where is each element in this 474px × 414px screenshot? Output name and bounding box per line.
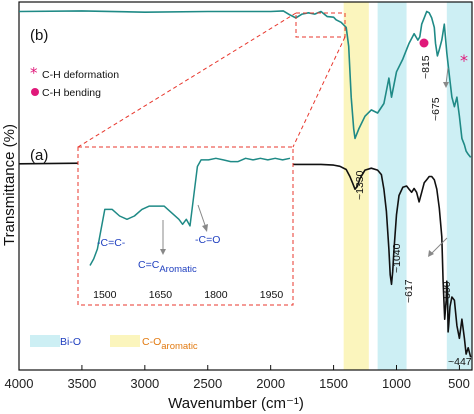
inset-tick-label: 1800 — [204, 289, 228, 301]
x-tick-label: 500 — [448, 376, 470, 391]
x-tick-label: 2000 — [256, 376, 285, 391]
x-tick-label: 3500 — [67, 376, 96, 391]
inset-ann-co: -C=O — [195, 234, 220, 246]
band-1 — [446, 2, 472, 370]
legend-co-label: C-Oaromatic — [142, 336, 198, 352]
inset-tick-label: 1650 — [149, 289, 173, 301]
inset-panel: 1500 1650 1800 1950 -C=C- C=CAromatic -C=O — [77, 146, 294, 306]
band-legend: Bi-O C-Oaromatic — [30, 335, 198, 352]
inset-ann-aromatic-sub: Aromatic — [159, 264, 197, 275]
peak-label-447: ~447 — [448, 356, 472, 368]
panel-label-a: (a) — [30, 147, 48, 164]
x-tick-label: 3000 — [130, 376, 159, 391]
zoom-source-box — [295, 12, 346, 38]
marker-legend: * C-H deformation C-H bending — [30, 64, 119, 99]
arrow-675 — [445, 67, 449, 85]
x-tick-label: 1500 — [319, 376, 348, 391]
arrow-617 — [431, 237, 448, 254]
x-tick-group: 4000 3500 3000 2500 2000 1500 1000 500 — [5, 365, 470, 391]
inset-arrow-co — [197, 204, 207, 229]
x-axis-title: Wavenumber (cm⁻¹) — [168, 395, 304, 412]
legend-bio-label: Bi-O — [60, 336, 81, 348]
band-2 — [343, 2, 369, 370]
panel-label-b: (b) — [30, 27, 48, 44]
inset-ann-aromatic-main: C=C — [138, 259, 160, 271]
inset-arrow-co-head — [202, 224, 208, 232]
peak-label-1330: ~1330 — [354, 170, 366, 200]
ch-bending-marker — [419, 38, 429, 48]
band-group — [343, 2, 472, 370]
inset-ann-cc: -C=C- — [97, 237, 126, 249]
legend-bio-swatch — [30, 335, 60, 347]
y-axis-title: Transmittance (%) — [1, 124, 18, 246]
legend-star-label: C-H deformation — [42, 69, 119, 81]
peak-label-590: ~590 — [441, 281, 453, 305]
x-tick-label: 4000 — [5, 376, 34, 391]
peak-label-617: ~617 — [403, 279, 415, 303]
inset-ann-aromatic: C=CAromatic — [138, 259, 197, 275]
trace-b — [18, 10, 472, 158]
ch-deformation-marker: * — [460, 51, 468, 70]
inset-frame — [77, 146, 294, 306]
inset-plot — [89, 157, 291, 266]
inset-tick-label: 1950 — [260, 289, 284, 301]
legend-co-sub: aromatic — [161, 341, 198, 352]
trace-a — [18, 162, 472, 358]
legend-co-main: C-O — [142, 336, 161, 348]
legend-dot-label: C-H bending — [42, 87, 101, 99]
peak-label-815: ~815 — [420, 55, 432, 79]
legend-co-swatch — [110, 335, 140, 347]
inset-tick-group: 1500 1650 1800 1950 — [93, 289, 283, 301]
peak-label-675: ~675 — [430, 97, 442, 121]
arrow-675-head — [443, 82, 449, 88]
peak-label-1040: ~1040 — [391, 243, 403, 273]
plot-frame — [18, 1, 473, 371]
inset-trace — [89, 157, 291, 266]
inset-arrow-aromatic-head — [160, 249, 166, 255]
inset-tick-label: 1500 — [93, 289, 117, 301]
arrow-617-head — [428, 250, 434, 257]
legend-dot-icon — [31, 88, 39, 96]
zoom-connector-right — [292, 36, 346, 148]
band-0 — [377, 2, 407, 370]
x-tick-label: 1000 — [382, 376, 411, 391]
legend-star-icon: * — [30, 64, 38, 82]
trace-group — [18, 10, 472, 358]
zoom-connector-left — [77, 12, 297, 148]
x-tick-label: 2500 — [193, 376, 222, 391]
peak-label-group: ~1330 ~1040 ~617 ~590 ~447 ~815 ~675 — [354, 55, 472, 368]
